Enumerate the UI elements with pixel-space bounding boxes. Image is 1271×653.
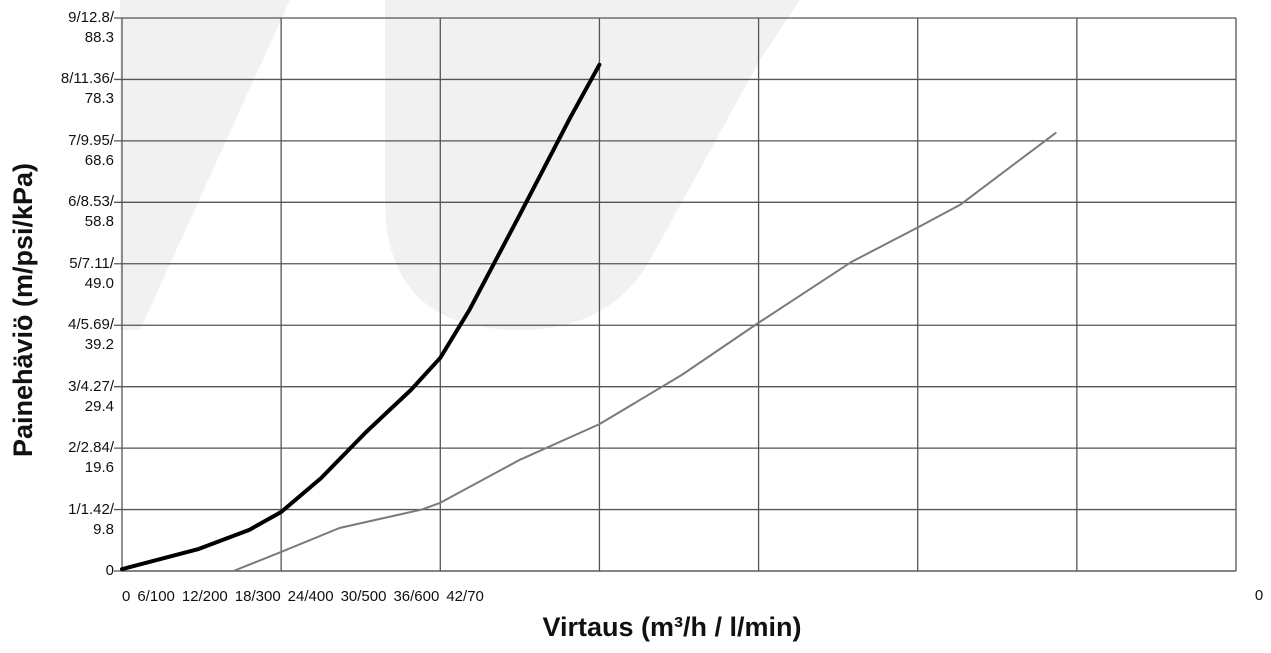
y-tick-label: 4/5.69/ 39.2 bbox=[68, 316, 114, 354]
x-tick-label: 6/100 bbox=[137, 588, 175, 605]
y-tick-label: 6/8.53/ 58.8 bbox=[68, 193, 114, 231]
y-tick-label: 2/2.84/ 19.6 bbox=[68, 439, 114, 477]
x-tick-label: 24/400 bbox=[288, 588, 334, 605]
x-tick-label: 18/300 bbox=[235, 588, 281, 605]
y-tick-label: 5/7.11/ 49.0 bbox=[69, 254, 114, 292]
y-tick-label: 3/4.27/ 29.4 bbox=[68, 377, 114, 415]
watermark-shape bbox=[120, 0, 290, 330]
series-line bbox=[232, 131, 1057, 572]
x-tick-label: 0 bbox=[122, 588, 130, 605]
x-tick-label: 36/600 bbox=[393, 588, 439, 605]
series-line bbox=[120, 62, 602, 572]
y-axis-title: Painehäviö (m/psi/kPa) bbox=[8, 163, 38, 457]
y-tick-label: 8/11.36/ 78.3 bbox=[60, 70, 114, 108]
watermark bbox=[120, 0, 800, 330]
x-axis-end-label: 0 bbox=[1255, 587, 1263, 604]
watermark-shape bbox=[385, 0, 800, 330]
x-tick-label: 12/200 bbox=[182, 588, 228, 605]
x-tick-label: 42/70 bbox=[446, 588, 484, 605]
y-tick-label: 7/9.95/ 68.6 bbox=[68, 131, 114, 169]
y-tick-label: 9/12.8/ 88.3 bbox=[68, 9, 114, 46]
y-tick-label: 1/1.42/ 9.8 bbox=[68, 500, 114, 538]
y-tick-label: 0 bbox=[105, 562, 114, 579]
x-tick-label: 30/500 bbox=[341, 588, 387, 605]
x-axis-title: Virtaus (m³/h / l/min) bbox=[542, 612, 801, 642]
